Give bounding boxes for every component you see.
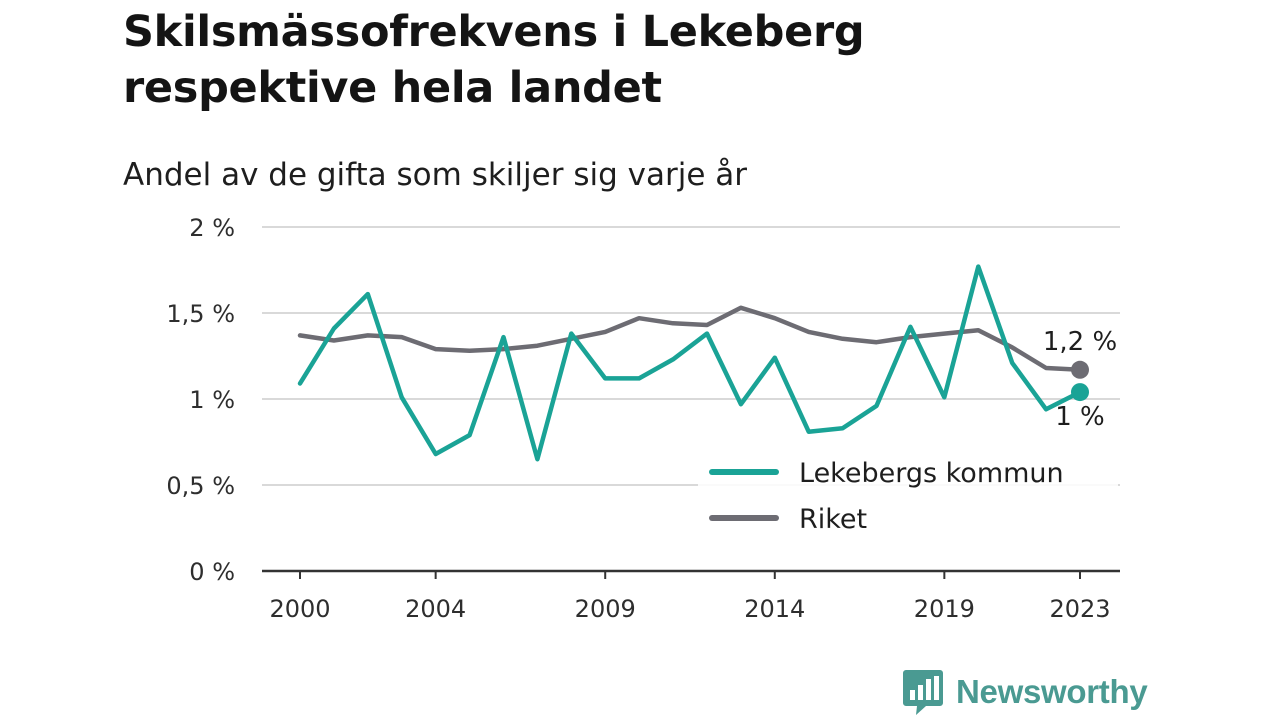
legend-background: [698, 448, 1118, 548]
chart-subtitle: Andel av de gifta som skiljer sig varje …: [123, 157, 747, 193]
y-tick-label: 0,5 %: [166, 472, 235, 500]
x-tick-label: 2014: [744, 595, 805, 623]
end-point-lekeberg: [1071, 383, 1089, 402]
series-lines: [297, 264, 1089, 462]
x-tick-label: 2023: [1049, 595, 1110, 623]
chart-title: Skilsmässofrekvens i Lekeberg respektive…: [123, 7, 865, 113]
newsworthy-wordmark: Newsworthy: [956, 673, 1148, 710]
end-labels: 1,2 % 1 %: [1043, 327, 1117, 432]
y-tick-label: 1,5 %: [166, 300, 235, 328]
x-tick-label: 2009: [575, 595, 636, 623]
x-tick-label: 2004: [405, 595, 466, 623]
end-point-riket: [1071, 360, 1089, 379]
grid-lines: [262, 226, 1120, 486]
legend-label: Riket: [799, 504, 867, 535]
x-tick-label: 2019: [914, 595, 975, 623]
x-axis: 2000 2004 2009 2014 2019 2023: [262, 569, 1120, 623]
y-tick-label: 2 %: [189, 214, 235, 242]
series-line-lekeberg: [297, 264, 1083, 462]
end-label-riket: 1,2 %: [1043, 327, 1117, 357]
legend-label: Lekebergs kommun: [799, 458, 1064, 489]
series-line-riket: [297, 305, 1083, 373]
y-tick-label: 0 %: [189, 558, 235, 586]
end-label-lekeberg: 1 %: [1055, 402, 1105, 432]
x-tick-label: 2000: [269, 595, 330, 623]
newsworthy-logo-icon: [903, 670, 943, 715]
y-axis-ticks: 0 % 0,5 % 1 % 1,5 % 2 %: [166, 214, 235, 586]
y-tick-label: 1 %: [189, 386, 235, 414]
newsworthy-logo: Newsworthy: [902, 670, 1148, 715]
legend: Lekebergs kommun Riket: [698, 448, 1118, 548]
